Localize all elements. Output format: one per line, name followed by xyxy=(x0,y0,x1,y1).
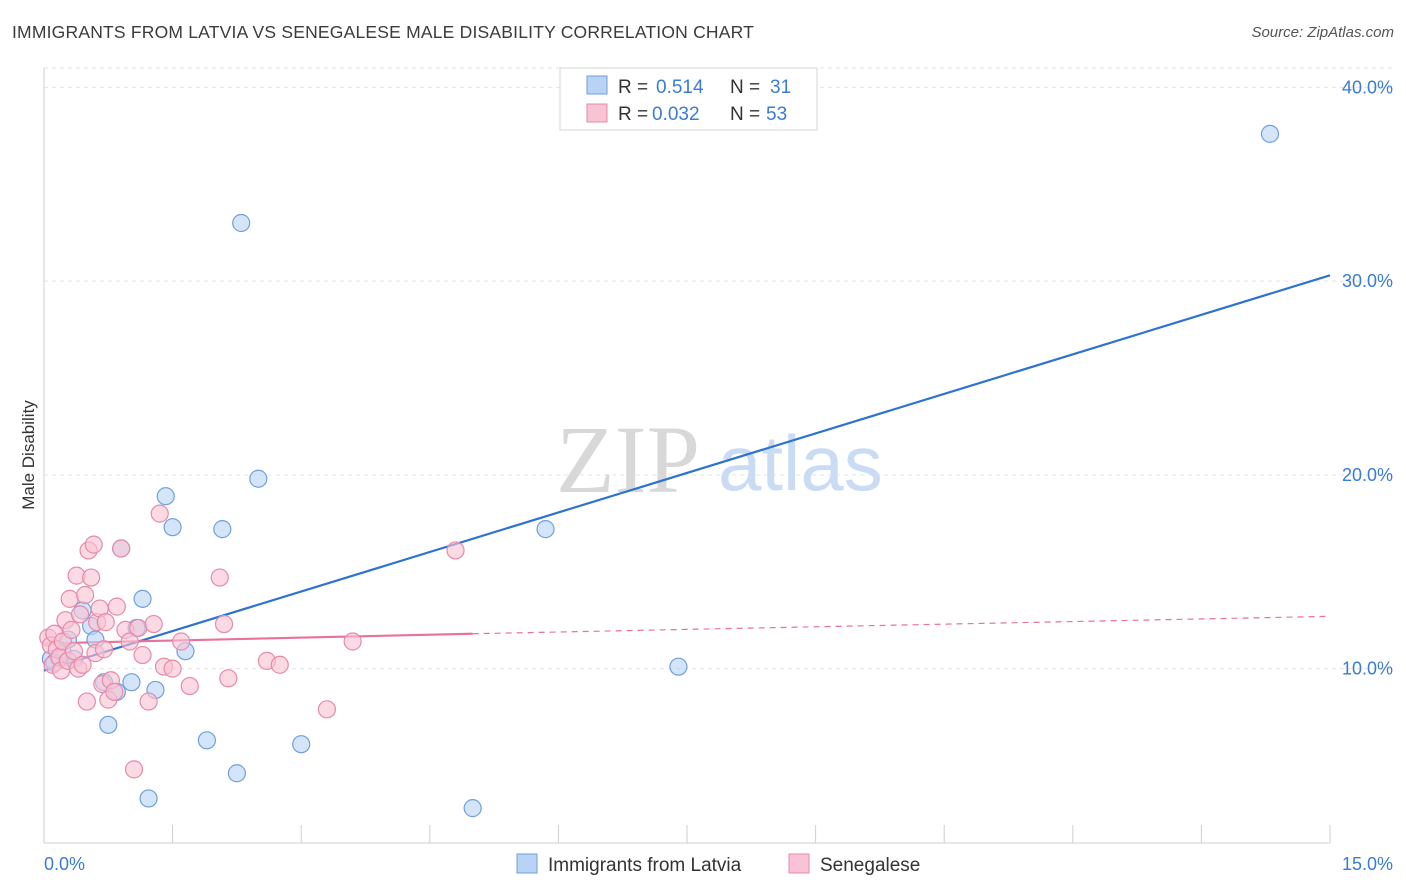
point-senegalese xyxy=(60,589,79,608)
series-legend-label-senegalese: Senegalese xyxy=(820,855,920,876)
trend-line-senegalese-extension xyxy=(472,615,1331,635)
point-senegalese xyxy=(120,632,139,651)
point-latvia xyxy=(156,487,175,506)
legend-n-label-senegalese: N = xyxy=(730,104,760,125)
point-senegalese xyxy=(172,632,191,651)
data-points xyxy=(39,124,1280,818)
point-senegalese xyxy=(73,655,92,674)
point-senegalese xyxy=(210,568,229,587)
legend-r-label-latvia: R = xyxy=(618,77,648,98)
point-senegalese xyxy=(76,585,95,605)
point-senegalese xyxy=(163,659,182,678)
y-tick-label: 20.0% xyxy=(1342,465,1393,485)
point-latvia xyxy=(213,520,232,539)
legend-r-value-latvia: 0.514 xyxy=(656,77,704,98)
point-senegalese xyxy=(133,645,152,665)
point-latvia xyxy=(669,657,688,676)
point-senegalese xyxy=(139,692,158,711)
point-senegalese xyxy=(180,676,199,696)
watermark-zip: ZIP xyxy=(556,406,700,513)
point-senegalese xyxy=(317,700,337,719)
point-senegalese xyxy=(94,640,114,659)
point-senegalese xyxy=(112,539,131,558)
legend-swatch-latvia xyxy=(586,75,608,95)
point-senegalese xyxy=(105,682,124,701)
point-latvia xyxy=(227,764,246,783)
point-latvia xyxy=(197,731,216,750)
y-tick-label: 40.0% xyxy=(1342,77,1393,97)
series-legend-swatch-senegalese xyxy=(788,853,810,874)
point-latvia xyxy=(163,518,182,537)
point-latvia xyxy=(1260,124,1280,143)
point-senegalese xyxy=(219,669,238,688)
trend-lines xyxy=(43,274,1331,672)
point-senegalese xyxy=(77,692,96,711)
watermark-atlas: atlas xyxy=(718,419,883,507)
legend-r-value-senegalese: 0.032 xyxy=(652,104,700,125)
y-tick-labels: 10.0% 20.0% 30.0% 40.0% xyxy=(1342,77,1393,678)
correlation-legend: R = 0.514 N = 31 R = 0.032 N = 53 xyxy=(559,67,818,131)
series-legend: Immigrants from Latvia Senegalese xyxy=(516,853,920,876)
trend-line-senegalese xyxy=(43,632,473,645)
point-latvia xyxy=(232,213,251,233)
legend-n-value-latvia: 31 xyxy=(770,77,791,98)
point-senegalese xyxy=(129,618,148,638)
y-tick-label: 10.0% xyxy=(1342,659,1393,679)
source-credit: Source: ZipAtlas.com xyxy=(1251,24,1394,41)
point-senegalese xyxy=(214,614,234,634)
point-latvia xyxy=(139,789,158,808)
point-senegalese xyxy=(446,541,465,560)
trend-line-latvia xyxy=(43,274,1331,672)
legend-n-value-senegalese: 53 xyxy=(766,104,787,125)
point-latvia xyxy=(463,799,482,818)
watermark: ZIP atlas xyxy=(556,406,883,513)
point-senegalese xyxy=(64,642,84,661)
legend-r-label-senegalese: R = xyxy=(618,104,648,125)
point-latvia xyxy=(99,715,118,734)
point-latvia xyxy=(122,673,141,692)
point-senegalese xyxy=(84,535,103,554)
legend-swatch-senegalese xyxy=(586,103,608,123)
x-tick-label-max: 15.0% xyxy=(1342,854,1393,874)
x-axis-ticks xyxy=(172,825,1331,843)
point-senegalese xyxy=(70,605,90,624)
point-latvia xyxy=(536,520,555,539)
point-senegalese xyxy=(144,614,163,634)
point-senegalese xyxy=(62,620,81,639)
series-legend-swatch-latvia xyxy=(516,853,538,874)
point-senegalese xyxy=(107,597,126,616)
chart-title: IMMIGRANTS FROM LATVIA VS SENEGALESE MAL… xyxy=(12,22,755,42)
y-tick-label: 30.0% xyxy=(1342,271,1393,291)
y-axis-title: Male Disability xyxy=(19,400,38,510)
point-latvia xyxy=(292,735,311,754)
point-latvia xyxy=(133,589,152,608)
point-senegalese xyxy=(82,568,101,587)
legend-n-label-latvia: N = xyxy=(730,77,760,98)
point-senegalese xyxy=(96,613,115,632)
point-senegalese xyxy=(124,760,144,779)
point-senegalese xyxy=(343,632,362,651)
point-senegalese xyxy=(150,504,169,523)
x-tick-label-min: 0.0% xyxy=(44,854,85,874)
point-latvia xyxy=(249,469,268,488)
series-legend-label-latvia: Immigrants from Latvia xyxy=(548,855,742,876)
point-senegalese xyxy=(270,655,289,674)
gridlines xyxy=(44,67,1393,670)
